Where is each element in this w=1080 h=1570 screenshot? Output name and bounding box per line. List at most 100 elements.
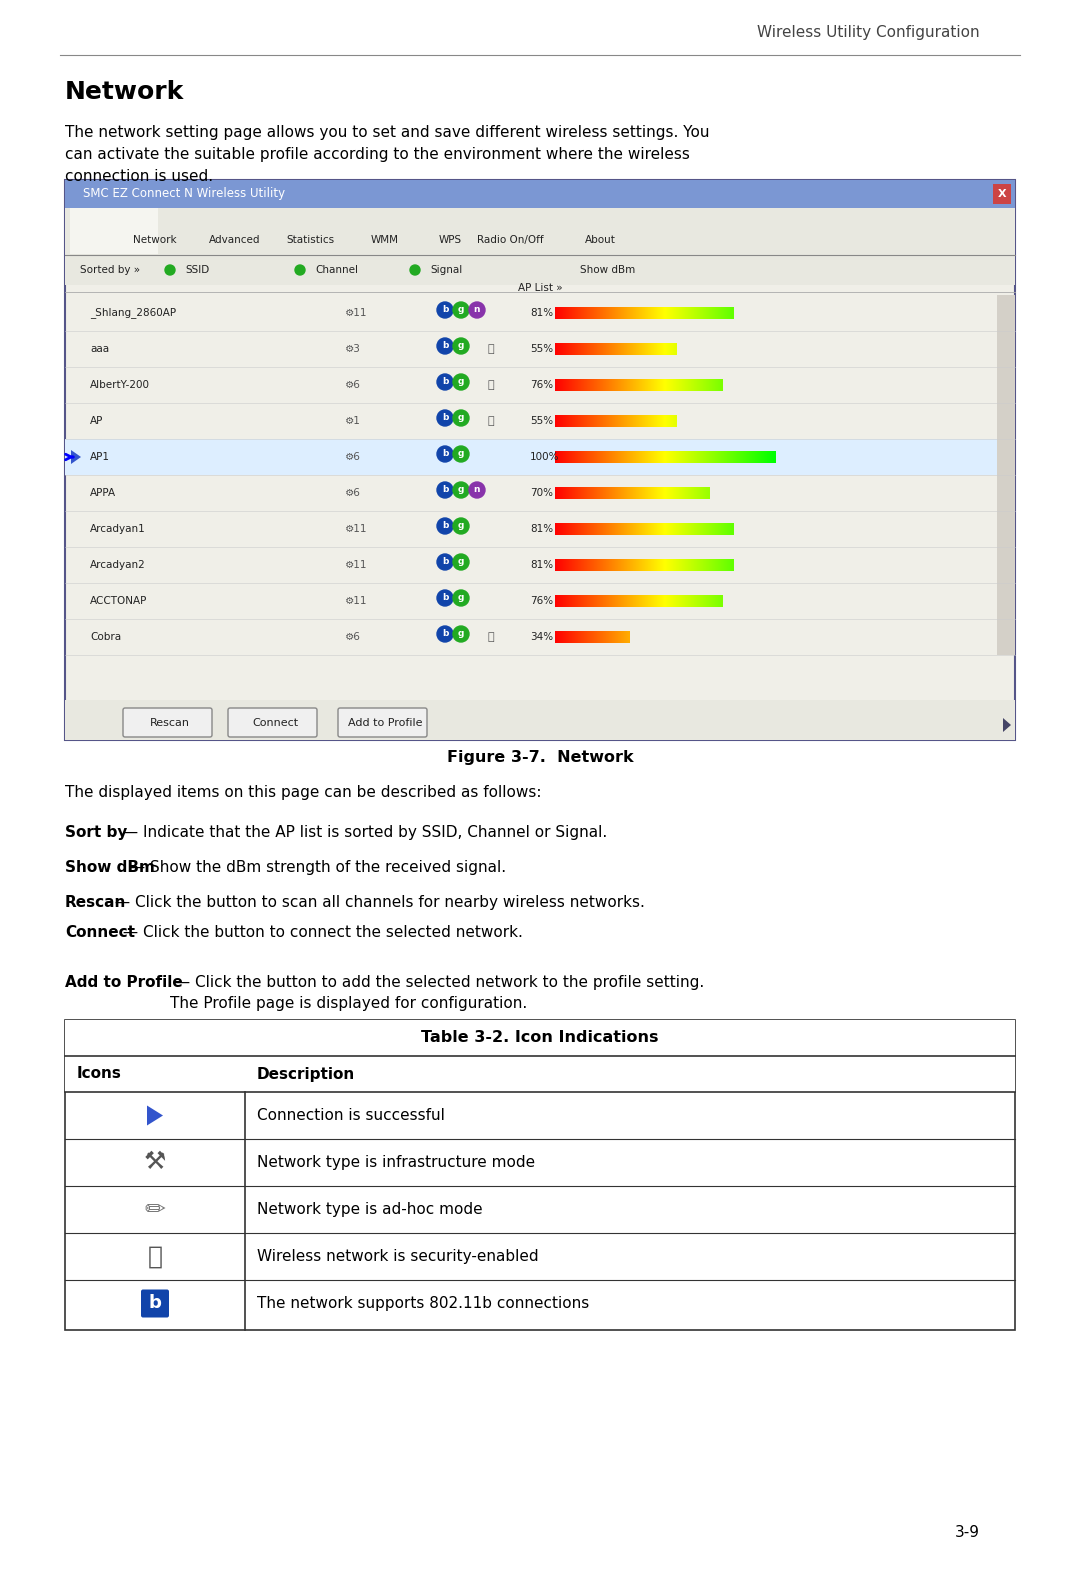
Text: 55%: 55% — [530, 416, 553, 425]
Bar — [730, 559, 731, 571]
Bar — [652, 414, 653, 427]
Bar — [660, 342, 661, 355]
Bar — [662, 595, 663, 608]
Bar — [774, 451, 775, 463]
FancyBboxPatch shape — [65, 181, 1015, 739]
Bar — [556, 523, 557, 535]
Bar — [692, 451, 693, 463]
Bar — [612, 631, 613, 644]
Bar — [717, 595, 718, 608]
Bar — [615, 342, 617, 355]
Bar — [630, 595, 632, 608]
Bar — [569, 487, 570, 499]
Bar — [679, 308, 680, 319]
Bar — [627, 308, 630, 319]
Text: Network type is infrastructure mode: Network type is infrastructure mode — [257, 1156, 535, 1170]
Bar — [583, 559, 584, 571]
Bar — [580, 308, 581, 319]
Bar — [573, 631, 575, 644]
Bar — [605, 342, 607, 355]
Bar — [661, 308, 662, 319]
Bar — [734, 451, 735, 463]
Bar — [622, 342, 623, 355]
Bar — [626, 595, 627, 608]
Bar — [606, 559, 607, 571]
Bar — [617, 631, 619, 644]
Bar — [575, 523, 577, 535]
Bar — [642, 559, 643, 571]
Bar — [615, 559, 616, 571]
Bar — [693, 559, 694, 571]
Bar — [623, 595, 624, 608]
Bar — [645, 308, 647, 319]
Bar — [588, 342, 590, 355]
Bar — [585, 523, 586, 535]
Bar — [703, 523, 704, 535]
Bar — [573, 378, 576, 391]
Circle shape — [453, 518, 469, 534]
Text: ⚙11: ⚙11 — [345, 597, 367, 606]
Bar — [729, 451, 730, 463]
Bar — [594, 342, 595, 355]
Bar — [569, 342, 570, 355]
Bar — [569, 523, 570, 535]
Bar — [586, 595, 588, 608]
Bar — [711, 451, 713, 463]
Bar — [703, 487, 704, 499]
Bar — [597, 308, 598, 319]
Bar — [659, 451, 661, 463]
Bar — [610, 378, 611, 391]
Bar — [610, 308, 611, 319]
Bar — [559, 308, 561, 319]
Bar — [669, 414, 671, 427]
Bar — [593, 559, 594, 571]
Bar — [627, 559, 630, 571]
Text: — Show the dBm strength of the received signal.: — Show the dBm strength of the received … — [125, 860, 507, 874]
Text: g: g — [458, 306, 464, 314]
Bar — [644, 342, 646, 355]
Bar — [565, 595, 567, 608]
Bar — [588, 342, 589, 355]
Bar — [645, 523, 647, 535]
Bar — [638, 378, 639, 391]
Bar — [578, 308, 580, 319]
Bar — [650, 451, 651, 463]
Bar — [627, 595, 629, 608]
Bar — [716, 595, 717, 608]
Bar — [572, 523, 573, 535]
Bar — [613, 559, 615, 571]
Bar — [704, 487, 705, 499]
Text: Connection is successful: Connection is successful — [257, 1108, 445, 1123]
Bar — [566, 451, 567, 463]
Bar — [723, 451, 724, 463]
Bar — [663, 523, 664, 535]
Bar — [684, 523, 686, 535]
Bar — [730, 523, 731, 535]
Bar — [689, 559, 690, 571]
Bar — [713, 378, 715, 391]
Bar — [693, 595, 694, 608]
Bar — [703, 451, 704, 463]
Bar — [588, 595, 589, 608]
Bar — [621, 523, 622, 535]
Bar — [701, 523, 702, 535]
Bar — [567, 342, 568, 355]
Text: b: b — [149, 1295, 161, 1313]
Bar — [588, 451, 589, 463]
Bar — [632, 595, 634, 608]
Bar — [640, 487, 642, 499]
Bar — [661, 595, 662, 608]
Bar — [699, 487, 701, 499]
Bar — [726, 523, 728, 535]
Bar — [557, 308, 558, 319]
Bar — [638, 414, 639, 427]
Bar — [604, 559, 606, 571]
Bar — [635, 414, 636, 427]
Bar — [680, 487, 681, 499]
Bar — [717, 559, 718, 571]
Bar — [611, 308, 612, 319]
Bar — [680, 595, 681, 608]
Text: Radio On/Off: Radio On/Off — [476, 236, 543, 245]
Bar — [588, 487, 589, 499]
Bar — [672, 414, 674, 427]
